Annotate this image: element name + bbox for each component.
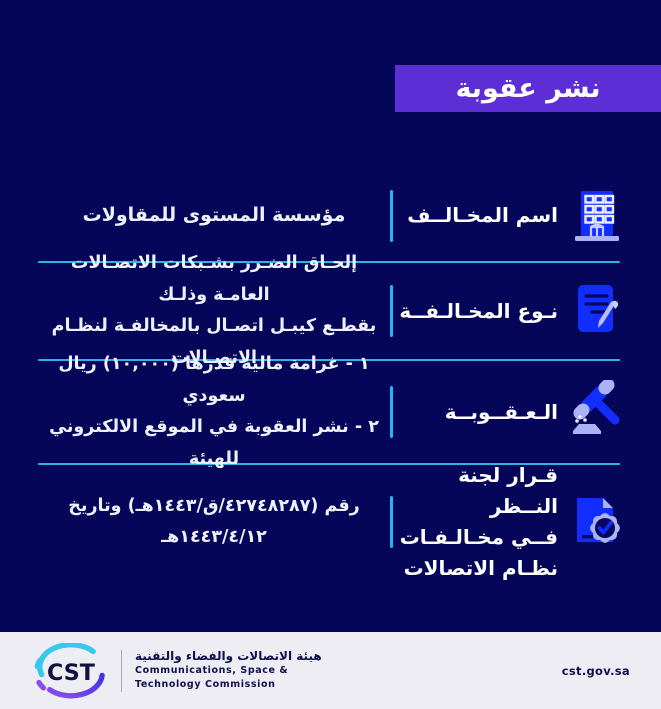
- row-penalty: الـعـقــوبــة ١ - غرامة مالية قدرها (١٠,…: [0, 354, 661, 469]
- violation-type-value: إلحـاق الضـرر بشـبكات الاتصـالات العامـة…: [51, 253, 377, 368]
- website-url: cst.gov.sa: [561, 663, 630, 678]
- row-label: الـعـقــوبــة: [444, 399, 558, 424]
- row-divider: [38, 261, 620, 263]
- row-committee-decision: قـرار لجنة النــظر فــي مخـالـفـات نظـام…: [0, 463, 661, 580]
- building-icon: [564, 183, 630, 249]
- content-rows: اسم المخـالــف مؤسسة المستوى للمقاولات: [0, 170, 661, 580]
- violator-name-value: مؤسسة المستوى للمقاولات: [82, 204, 346, 227]
- row-label: اسم المخـالــف: [407, 203, 558, 227]
- row-label: قـرار لجنة النــظر فــي مخـالـفـات نظـام…: [399, 463, 558, 580]
- footer-divider: [121, 649, 122, 692]
- decision-number-value: رقم (٤٢٧٤٨٢٨٧/ق/١٤٤٣هـ) وتاريخ ١٤٤٣/٤/١٢…: [68, 495, 360, 548]
- cst-logo: CST: [31, 642, 111, 699]
- org-name-english: Communications, Space & Technology Commi…: [135, 664, 289, 690]
- row-violation-type: نـوع المخـالـفــة إلحـاق الضـرر بشـبكات …: [0, 253, 661, 368]
- row-violator-name: اسم المخـالــف مؤسسة المستوى للمقاولات: [0, 170, 661, 261]
- footer: CST هيئة الاتصالات والفضاء والتقنية Comm…: [0, 632, 661, 709]
- label-accent-bar: [390, 496, 393, 548]
- document-pen-icon: [564, 278, 630, 344]
- label-accent-bar: [390, 386, 393, 438]
- org-name-arabic: هيئة الاتصالات والفضاء والتقنية: [135, 648, 322, 663]
- org-name-block: هيئة الاتصالات والفضاء والتقنية Communic…: [135, 649, 322, 693]
- banner-title: نشر عقوبة: [455, 73, 601, 104]
- row-divider: [38, 463, 620, 465]
- label-accent-bar: [390, 189, 393, 242]
- penalty-value: ١ - غرامة مالية قدرها (١٠,٠٠٠) ريال سعود…: [49, 354, 379, 469]
- cst-logo-text: CST: [47, 659, 96, 685]
- label-accent-bar: [390, 285, 393, 337]
- row-label: نـوع المخـالـفــة: [399, 298, 558, 323]
- gavel-icon: [564, 379, 630, 445]
- row-divider: [38, 359, 620, 361]
- penalty-banner: نشر عقوبة: [395, 65, 661, 112]
- document-gear-icon: [564, 489, 630, 555]
